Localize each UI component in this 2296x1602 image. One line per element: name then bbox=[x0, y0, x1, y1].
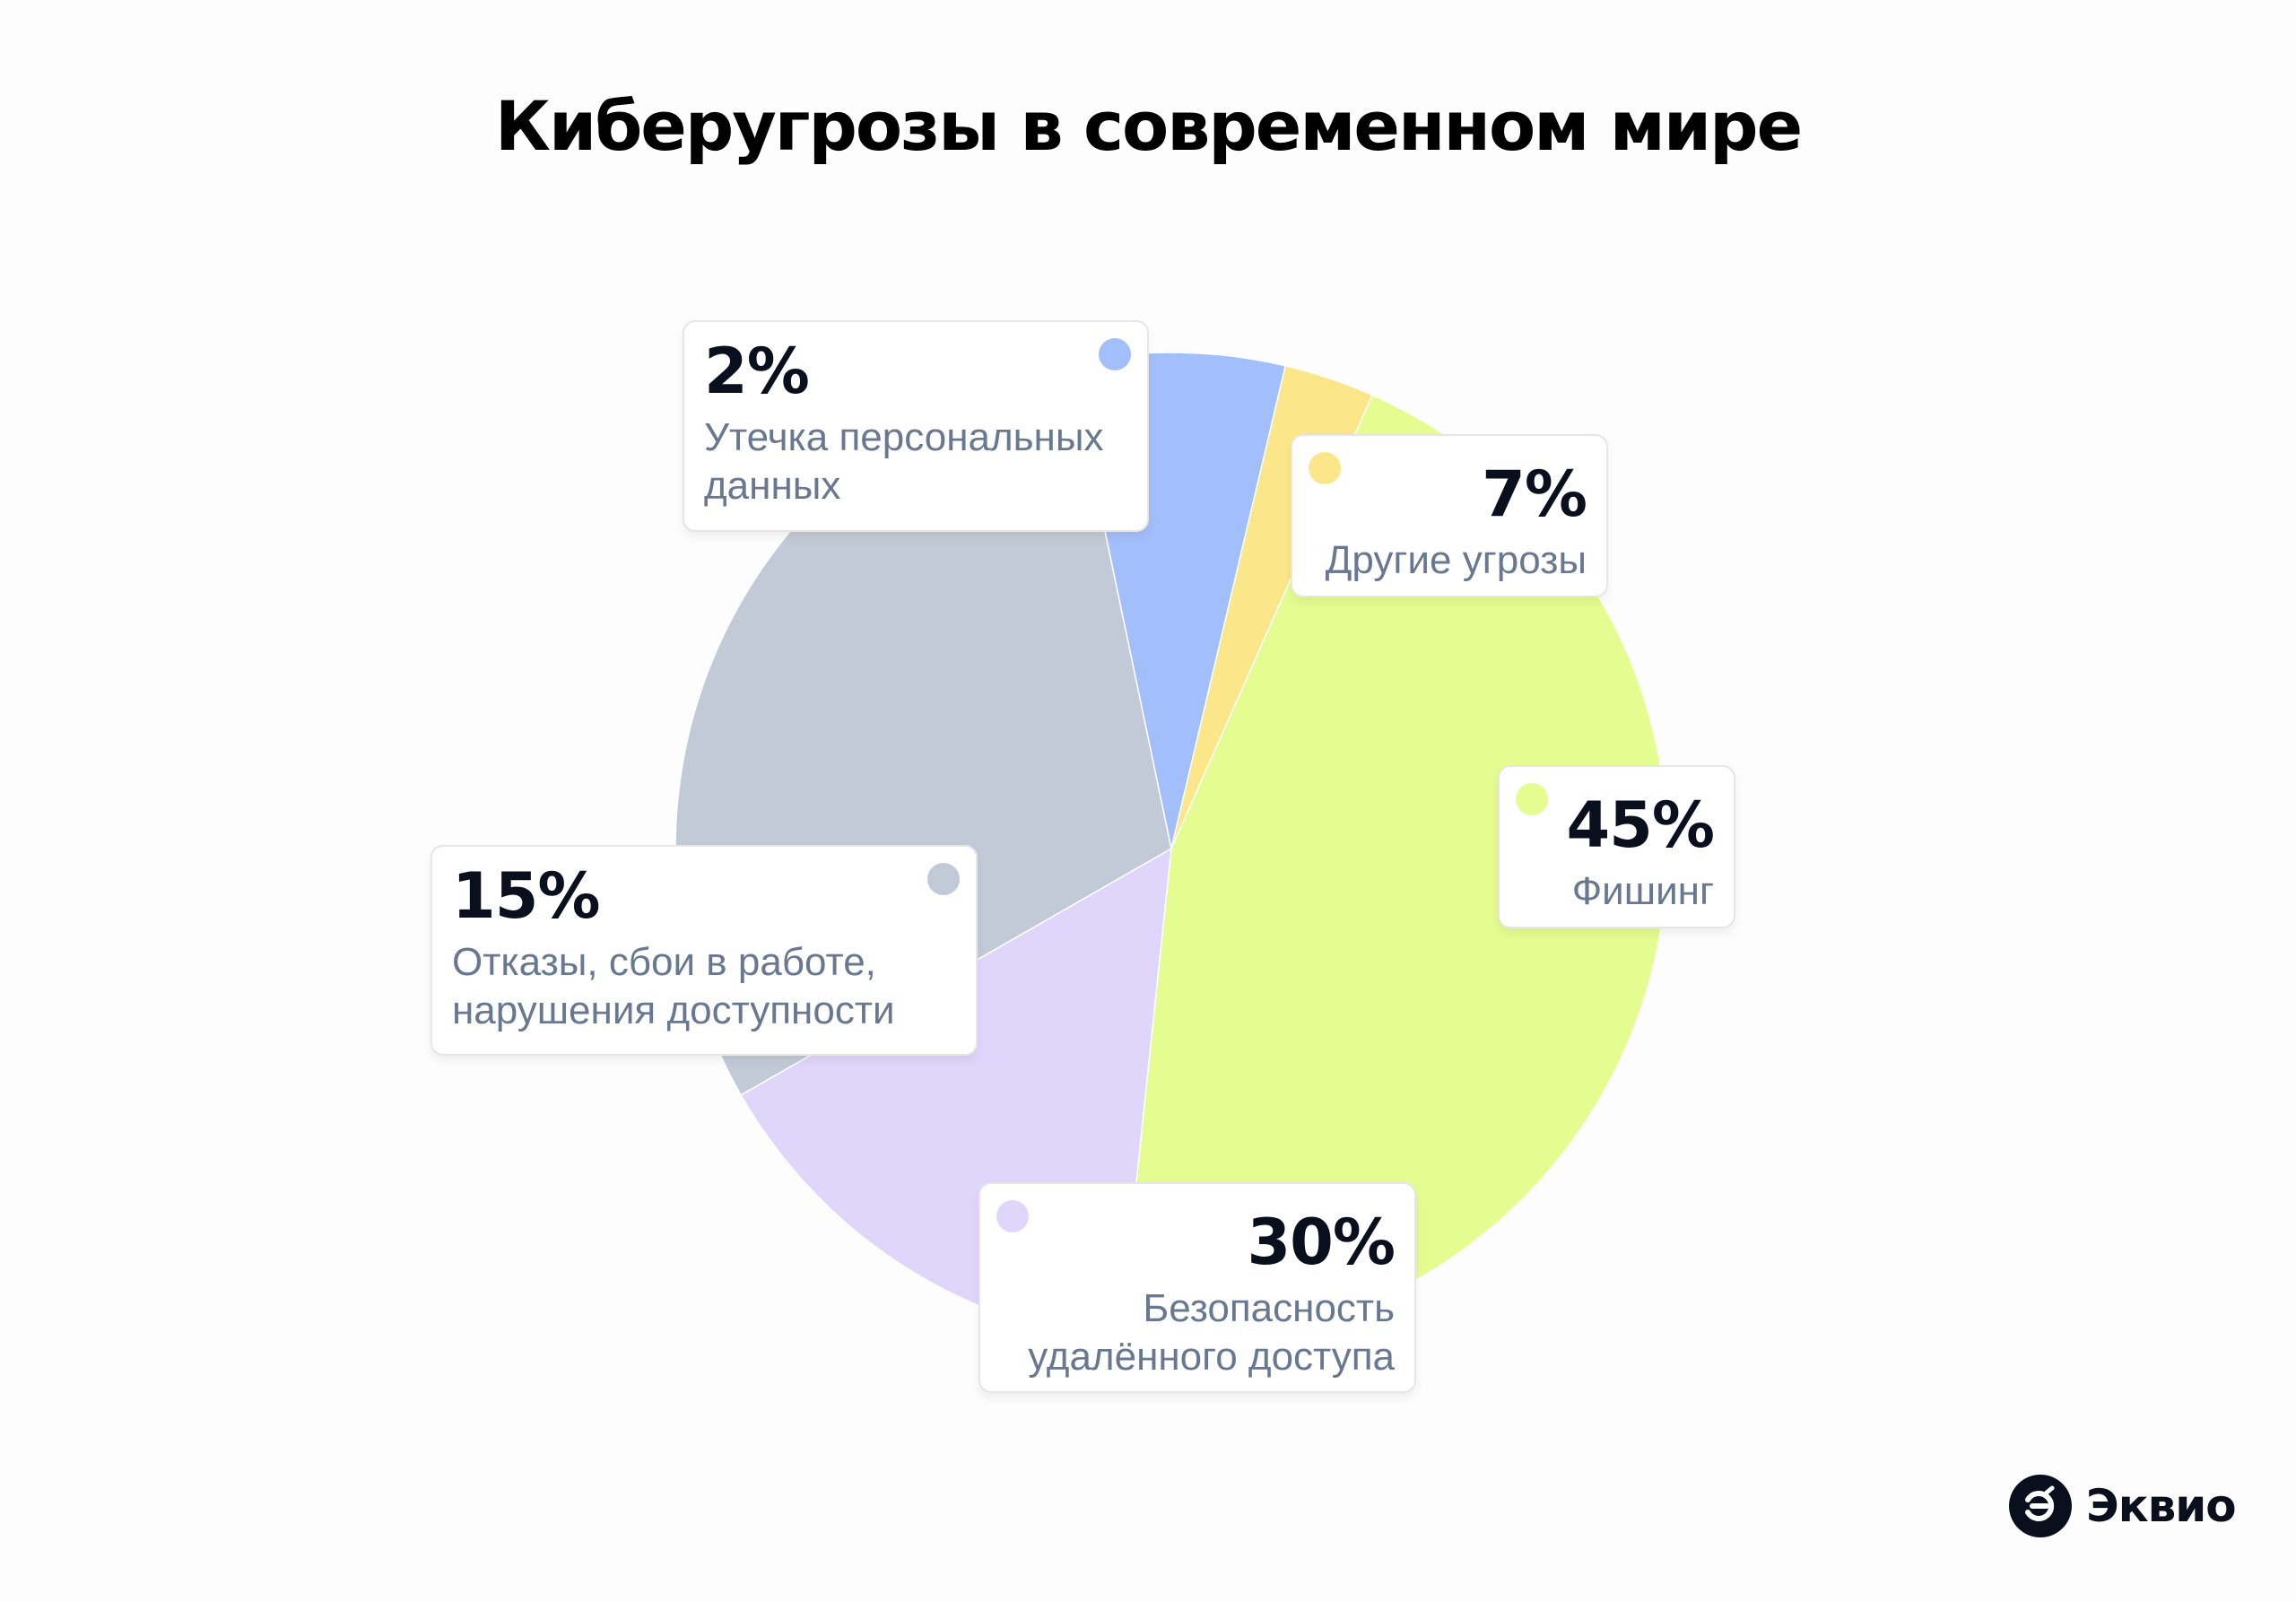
callout-card-failures: 15% Отказы, сбои в работе, нарушения дос… bbox=[430, 845, 978, 1056]
legend-dot-failures bbox=[927, 863, 960, 895]
brand-name: Эквио bbox=[2086, 1480, 2237, 1532]
legend-dot-phishing bbox=[1516, 783, 1548, 815]
legend-dot-leak bbox=[1099, 338, 1131, 370]
ekvio-logo-icon bbox=[2009, 1475, 2072, 1537]
category-label: Безопасность удалённого доступа bbox=[1028, 1286, 1395, 1379]
callout-card-remote: 30% Безопасность удалённого доступа bbox=[978, 1182, 1416, 1393]
callout-card-phishing: 45% Фишинг bbox=[1498, 765, 1735, 928]
category-label: Утечка персональных данных bbox=[704, 415, 1104, 508]
legend-dot-other bbox=[1309, 452, 1341, 484]
percent-value: 15% bbox=[452, 859, 601, 933]
chart-title: Киберугрозы в современном мире bbox=[494, 86, 1803, 166]
legend-dot-remote bbox=[996, 1200, 1029, 1232]
percent-value: 30% bbox=[1247, 1206, 1396, 1279]
percent-value: 45% bbox=[1566, 788, 1715, 862]
brand-logo: Эквио bbox=[2009, 1475, 2237, 1537]
percent-value: 2% bbox=[704, 335, 810, 408]
category-label: Другие угрозы bbox=[1325, 538, 1587, 582]
callout-card-other: 7% Другие угрозы bbox=[1291, 434, 1608, 597]
category-label: Фишинг bbox=[1571, 869, 1714, 913]
callout-card-leak: 2% Утечка персональных данных bbox=[683, 320, 1149, 532]
category-label: Отказы, сбои в работе, нарушения доступн… bbox=[452, 940, 895, 1032]
percent-value: 7% bbox=[1482, 457, 1587, 531]
